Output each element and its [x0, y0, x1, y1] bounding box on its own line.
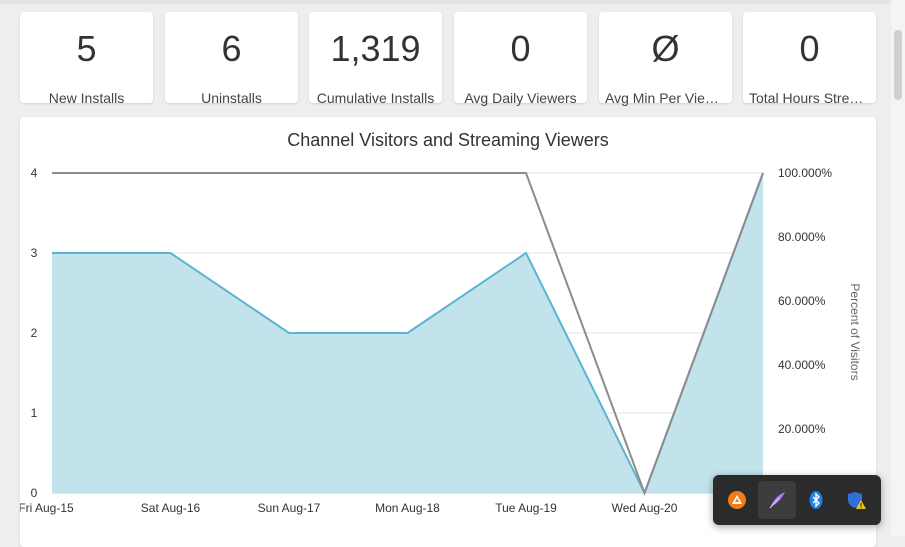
- left-tick-label: 4: [31, 166, 38, 180]
- tray-item-security-warning[interactable]: [838, 481, 876, 519]
- stat-label: Avg Min Per Viewer: [605, 89, 726, 107]
- x-tick-label: Mon Aug-18: [375, 501, 440, 515]
- stat-label: Avg Daily Viewers: [460, 89, 581, 107]
- right-tick-label: 40.000%: [778, 358, 826, 372]
- right-axis-title: Percent of Visitors: [848, 283, 862, 380]
- stat-value: 1,319: [309, 29, 442, 69]
- stat-card-new-installs: 5 New Installs: [20, 12, 153, 103]
- page-scrollbar[interactable]: [891, 0, 905, 536]
- top-edge: [0, 0, 905, 4]
- left-tick-label: 1: [31, 406, 38, 420]
- stat-value: 5: [20, 29, 153, 69]
- left-tick-label: 3: [31, 246, 38, 260]
- stat-value: Ø: [599, 29, 732, 69]
- stat-label: Cumulative Installs: [315, 89, 436, 107]
- left-tick-label: 0: [31, 486, 38, 500]
- left-tick-label: 2: [31, 326, 38, 340]
- stat-value: 0: [454, 29, 587, 69]
- x-tick-label: Wed Aug-20: [612, 501, 678, 515]
- x-tick-label: Sun Aug-17: [258, 501, 321, 515]
- avast-icon: [727, 490, 747, 510]
- stat-card-cumulative-installs: 1,319 Cumulative Installs: [309, 12, 442, 103]
- stat-label: Uninstalls: [171, 89, 292, 107]
- stat-card-avg-min-per-viewer: Ø Avg Min Per Viewer: [599, 12, 732, 103]
- stat-label: New Installs: [26, 89, 147, 107]
- x-axis: Fri Aug-15 Sat Aug-16 Sun Aug-17 Mon Aug-18…: [20, 501, 678, 515]
- tray-item-avast[interactable]: [718, 481, 756, 519]
- x-tick-label: Sat Aug-16: [141, 501, 201, 515]
- stat-value: 6: [165, 29, 298, 69]
- system-tray-overflow: [713, 475, 881, 525]
- visitors-chart: 0 1 2 3 4 20.000% 40.000% 60.000% 80.000% 100.00…: [20, 117, 876, 536]
- tray-item-feather[interactable]: [758, 481, 796, 519]
- right-tick-label: 80.000%: [778, 230, 826, 244]
- tray-item-bluetooth[interactable]: [797, 481, 835, 519]
- stat-value: 0: [743, 29, 876, 69]
- right-tick-label: 100.000%: [778, 166, 832, 180]
- security-warning-icon: [847, 490, 867, 510]
- right-axis: 20.000% 40.000% 60.000% 80.000% 100.000%: [778, 166, 832, 436]
- stat-card-uninstalls: 6 Uninstalls: [165, 12, 298, 103]
- stat-card-total-hours-streamed: 0 Total Hours Streamed: [743, 12, 876, 103]
- scrollbar-thumb[interactable]: [894, 30, 902, 100]
- x-tick-label: Tue Aug-19: [495, 501, 557, 515]
- right-tick-label: 60.000%: [778, 294, 826, 308]
- stat-label: Total Hours Streamed: [749, 89, 870, 107]
- left-axis: 0 1 2 3 4: [31, 166, 38, 500]
- right-tick-label: 20.000%: [778, 422, 826, 436]
- feather-icon: [767, 490, 787, 510]
- bluetooth-icon: [806, 490, 826, 510]
- stat-card-avg-daily-viewers: 0 Avg Daily Viewers: [454, 12, 587, 103]
- x-tick-label: Fri Aug-15: [20, 501, 74, 515]
